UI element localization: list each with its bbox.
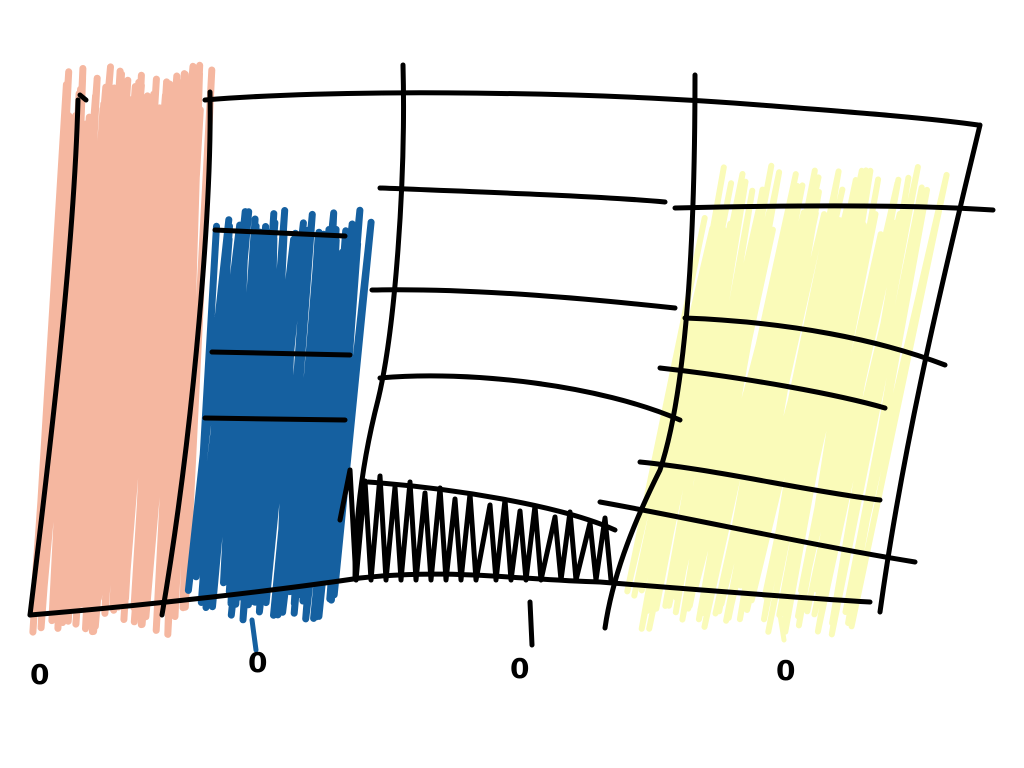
label-2: 0 xyxy=(248,646,267,679)
salmon-scribble-fill xyxy=(29,61,216,638)
label-1: 0 xyxy=(30,658,49,691)
outer-frame xyxy=(27,90,983,618)
blue-scribble-fill xyxy=(184,206,375,624)
row-lines xyxy=(202,185,996,565)
tick-marks xyxy=(249,599,787,653)
yellow-scribble-fill xyxy=(624,162,950,638)
label-4: 0 xyxy=(776,654,795,687)
bottom-labels: 0 0 0 0 xyxy=(30,646,795,691)
vertical-dividers xyxy=(159,62,698,631)
label-3: 0 xyxy=(510,652,529,685)
black-zigzag-fill xyxy=(337,467,614,583)
